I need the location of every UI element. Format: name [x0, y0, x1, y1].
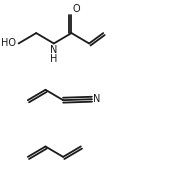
Text: N: N [93, 94, 101, 104]
Text: O: O [73, 4, 81, 14]
Text: N: N [50, 45, 58, 55]
Text: HO: HO [1, 39, 16, 48]
Text: H: H [50, 54, 58, 64]
